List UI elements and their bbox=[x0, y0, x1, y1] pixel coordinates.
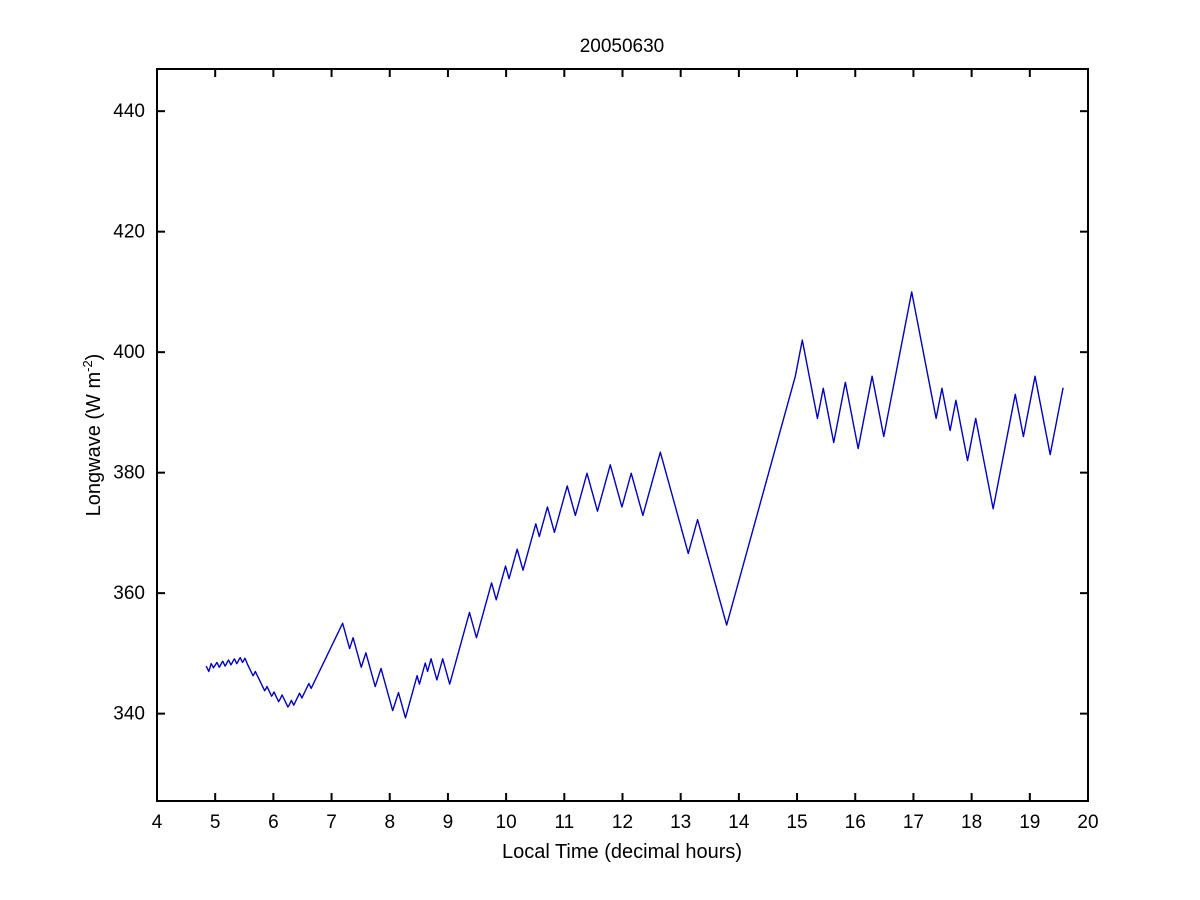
x-tick-label: 5 bbox=[210, 812, 221, 833]
x-tick-label: 11 bbox=[554, 812, 574, 833]
x-tick-label: 20 bbox=[1077, 812, 1098, 833]
x-tick-label: 15 bbox=[786, 812, 807, 833]
x-tick-label: 7 bbox=[326, 812, 337, 833]
svg-text:Longwave (W m-2): Longwave (W m-2) bbox=[80, 354, 105, 517]
y-axis-title-prefix: Longwave (W m bbox=[83, 372, 105, 517]
y-tick-label: 340 bbox=[113, 704, 145, 725]
x-tick-label: 17 bbox=[903, 812, 924, 833]
axis-labels-layer: 4 5 6 7 8 9 10 11 12 13 14 15 16 17 18 19 20 340 360 380 400… bbox=[113, 101, 1098, 833]
x-tick-label: 6 bbox=[268, 812, 279, 833]
x-tick-label: 8 bbox=[384, 812, 395, 833]
y-tick-label: 360 bbox=[113, 583, 145, 604]
x-tick-label: 10 bbox=[496, 812, 517, 833]
y-tick-label: 440 bbox=[113, 101, 145, 122]
y-tick-label: 420 bbox=[113, 222, 145, 243]
y-axis-title-superscript: -2 bbox=[80, 360, 95, 372]
y-axis-title: Longwave (W m-2) bbox=[80, 354, 105, 517]
x-tick-label: 18 bbox=[961, 812, 982, 833]
x-tick-label: 12 bbox=[612, 812, 633, 833]
x-tick-label: 13 bbox=[670, 812, 691, 833]
x-tick-label: 14 bbox=[728, 812, 750, 833]
y-tick-label: 380 bbox=[113, 463, 145, 484]
y-tick-label: 400 bbox=[113, 342, 145, 363]
x-tick-label: 16 bbox=[845, 812, 866, 833]
x-axis-title: Local Time (decimal hours) bbox=[502, 841, 742, 863]
x-tick-label: 4 bbox=[152, 812, 163, 833]
y-axis-title-suffix: ) bbox=[83, 354, 105, 361]
chart-title: 20050630 bbox=[580, 36, 665, 57]
axis-box bbox=[156, 68, 1089, 802]
x-tick-label: 9 bbox=[443, 812, 454, 833]
x-tick-label: 19 bbox=[1019, 812, 1040, 833]
axis-ticks-layer bbox=[156, 69, 1089, 801]
data-line-longwave bbox=[205, 291, 1064, 719]
data-series-layer bbox=[205, 291, 1064, 719]
